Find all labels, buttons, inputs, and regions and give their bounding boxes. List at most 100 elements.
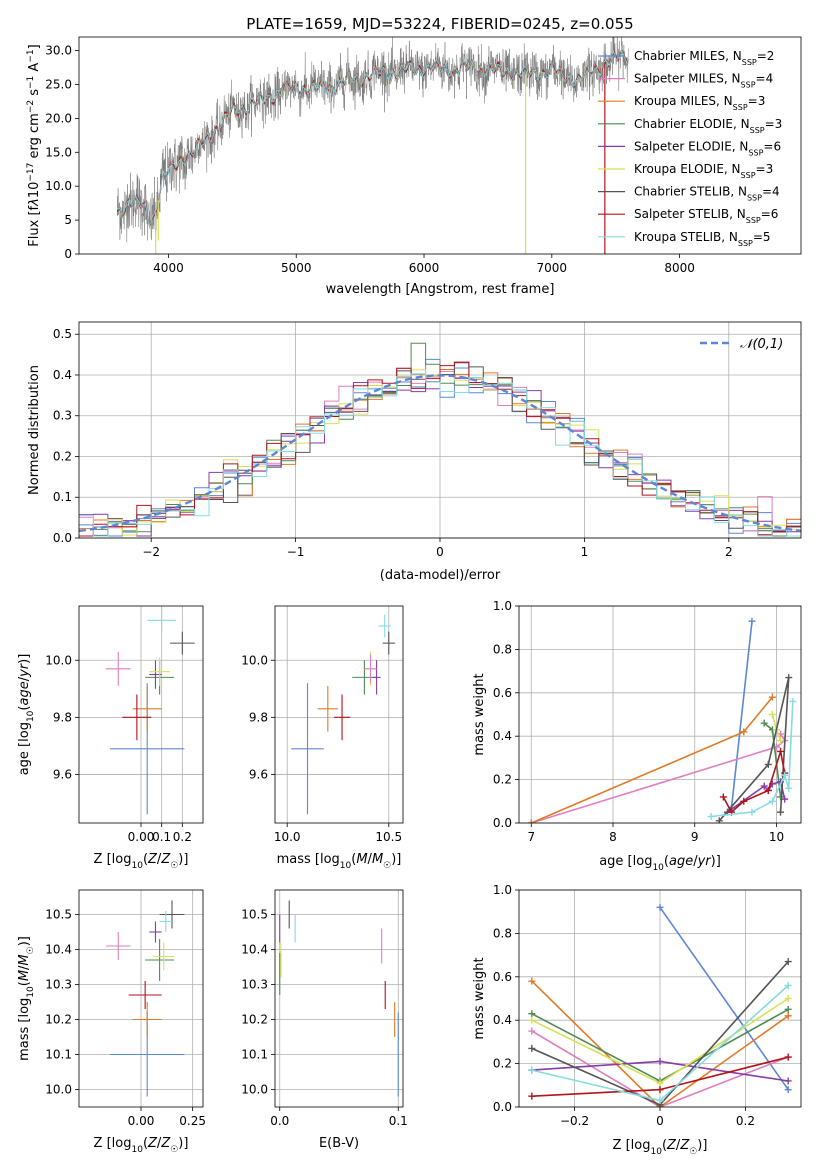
series-marker (740, 797, 748, 805)
label-part: Z (147, 1136, 158, 1151)
x-axis-label: age [log10(age/yr)] (599, 854, 721, 873)
axes-frame (518, 605, 802, 824)
label-part: −17 (26, 163, 36, 182)
y-tick-label: 0.2 (493, 773, 512, 787)
legend-value: =3 (765, 117, 783, 131)
legend-entry-kroupa-elodie: Kroupa ELODIE, NSSP=3 (634, 162, 773, 180)
series-chabrier-elodie (760, 719, 785, 801)
series-marker (768, 693, 776, 701)
y-axis-label: Normed distribution (27, 365, 42, 495)
y-tick-label: 0.6 (493, 686, 512, 700)
point-salpeter-miles (105, 651, 131, 686)
y-tick-label: 0.8 (493, 926, 512, 940)
point-chabrier-stelib (159, 900, 185, 929)
x-tick-label: −0.2 (560, 1114, 589, 1128)
x-tick-label: 10.0 (274, 830, 301, 844)
label-part: 10 (131, 1145, 143, 1155)
panel-0: 4000 5000 6000 7000 8000 0 5 10.0 15.0 20.0 25.0 30… (26, 36, 802, 297)
series-marker (760, 782, 768, 790)
x-tick-label: 0.0 (270, 1114, 289, 1128)
series-marker (784, 981, 792, 989)
y-axis-label: mass weight (472, 673, 487, 755)
label-part: ☉ (383, 861, 391, 871)
label-part: E(B-V) (319, 1136, 359, 1151)
y-tick-label: 10.2 (45, 1013, 72, 1027)
plot-area (279, 900, 399, 1097)
axes: 0.0 0.1 10.0 10.1 10.2 10.3 10.4 10.5 E(B-V) (241, 889, 408, 1151)
y-tick-label: 1.0 (493, 883, 512, 897)
y-tick-label: 0.0 (493, 816, 512, 830)
x-tick-label: 0.00 (128, 830, 155, 844)
y-tick-label: 0.0 (493, 1100, 512, 1114)
series-kroupa-stelib (707, 697, 797, 820)
model-spectrum-salpeter-stelib (116, 49, 629, 226)
series-marker (784, 1005, 792, 1013)
y-tick-label: 1.0 (493, 599, 512, 613)
point-chabrier-stelib (382, 631, 395, 655)
label-part: 10 (26, 986, 36, 998)
x-tick-label: 7000 (537, 261, 568, 275)
legend-sub: SSP (742, 58, 757, 67)
legend-name: Kroupa ELODIE, N (634, 162, 741, 176)
axes-frame (78, 36, 802, 255)
y-tick-label: 10.1 (45, 1048, 72, 1062)
point-chabrier-elodie (145, 939, 175, 981)
y-tick-label: 0 (64, 247, 72, 261)
series-marker (740, 728, 748, 736)
axes-frame (518, 889, 802, 1108)
x-tick-label: 0.1 (152, 830, 171, 844)
legend-entry-kroupa-miles: Kroupa MILES, NSSP=3 (634, 94, 765, 112)
series-marker (784, 958, 792, 966)
plot-area (291, 614, 395, 815)
legend-name: Chabrier STELIB, N (634, 185, 747, 199)
model-spectrum-kroupa-stelib (116, 49, 629, 228)
x-tick-label: 6000 (409, 261, 440, 275)
series-marker (784, 1053, 792, 1061)
label-part: Z [log (94, 1136, 132, 1151)
axes-frame (78, 605, 204, 824)
panel-7: −0.2 0 0.20.00.20.40.60.81.0Z [log10(Z/Z☉)… (472, 883, 802, 1157)
point-salpeter-stelib (333, 694, 351, 741)
legend-entry-kroupa-stelib: Kroupa STELIB, NSSP=5 (634, 230, 771, 248)
series-line (718, 677, 790, 822)
label-part: ( (351, 852, 356, 867)
series-marker (528, 1027, 536, 1035)
label-part: A (27, 63, 42, 76)
series-chabrier-miles (728, 617, 756, 812)
y-tick-label: 25.0 (45, 77, 72, 91)
plot-area (527, 617, 797, 823)
y-tick-label: 10.5 (45, 908, 72, 922)
series-marker (777, 808, 785, 816)
series-marker (768, 711, 776, 718)
series-salpeter-stelib (528, 1053, 792, 1100)
y-tick-label: 10.3 (45, 978, 72, 992)
figure-title: PLATE=1659, MJD=53224, FIBERID=0245, z=0… (246, 15, 633, 33)
plot-area (79, 342, 801, 537)
series-marker (777, 793, 785, 801)
point-chabrier-stelib (169, 631, 195, 655)
point-kroupa-elodie (149, 657, 170, 686)
x-tick-label: 0.1 (389, 1114, 408, 1128)
label-part: ☉ (689, 1147, 697, 1157)
x-tick-label: 10 (769, 830, 784, 844)
grid (79, 890, 203, 1107)
legend-value: =3 (748, 94, 766, 108)
label-part: mass [log (277, 852, 340, 867)
y-tick-label: 0.2 (493, 1057, 512, 1071)
series-chabrier-stelib (715, 674, 793, 823)
legend-value: =4 (762, 185, 780, 199)
legend-value: =6 (761, 207, 779, 221)
y-tick-label: 10.0 (45, 653, 72, 667)
label-part: 10 (652, 863, 664, 873)
series-marker (528, 1066, 536, 1074)
series-marker (764, 760, 772, 768)
legend-name: Chabrier MILES, N (634, 49, 742, 63)
y-tick-label: 30.0 (45, 44, 72, 58)
y-tick-label: 9.6 (53, 767, 72, 781)
x-axis-label: (data-model)/error (380, 568, 501, 583)
